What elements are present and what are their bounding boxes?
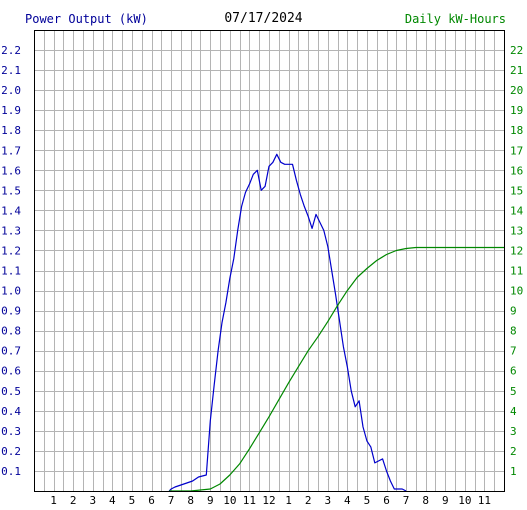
x-tick-label: 6 xyxy=(383,494,390,507)
x-tick-label: 3 xyxy=(324,494,331,507)
grid-lines xyxy=(34,30,504,491)
y-right-tick-label: 19 xyxy=(510,104,523,117)
y-left-tick-label: 0.5 xyxy=(1,385,21,398)
y-right-tick-label: 8 xyxy=(510,325,517,338)
y-right-tick-label: 5 xyxy=(510,385,517,398)
y-right-tick-label: 6 xyxy=(510,365,517,378)
y-left-tick-label: 2.2 xyxy=(1,44,21,57)
y-left-tick-label: 2.0 xyxy=(1,84,21,97)
x-tick-label: 7 xyxy=(403,494,410,507)
right-axis-title: Daily kW-Hours xyxy=(404,12,506,26)
y-right-tick-label: 13 xyxy=(510,224,523,237)
x-tick-label: 11 xyxy=(243,494,256,507)
x-tick-label: 1 xyxy=(50,494,57,507)
x-tick-label: 8 xyxy=(187,494,194,507)
y-right-tick-label: 20 xyxy=(510,84,523,97)
y-left-tick-label: 1.7 xyxy=(1,144,21,157)
y-left-tick-label: 0.6 xyxy=(1,365,21,378)
x-tick-label: 11 xyxy=(478,494,491,507)
plot-frame xyxy=(34,30,505,492)
y-right-tick-label: 10 xyxy=(510,285,523,298)
left-axis-title: Power Output (kW) xyxy=(25,12,148,26)
y-right-tick-label: 3 xyxy=(510,425,517,438)
y-right-tick-label: 1 xyxy=(510,465,517,478)
x-tick-label: 10 xyxy=(458,494,471,507)
y-left-tick-label: 0.2 xyxy=(1,445,21,458)
chart-date-title: 07/17/2024 xyxy=(224,11,303,26)
x-tick-label: 10 xyxy=(223,494,236,507)
x-tick-label: 2 xyxy=(70,494,77,507)
y-right-tick-label: 17 xyxy=(510,144,523,157)
y-left-tick-label: 1.4 xyxy=(1,204,21,217)
y-left-tick-label: 2.1 xyxy=(1,64,21,77)
x-tick-label: 6 xyxy=(148,494,155,507)
y-left-tick-label: 0.8 xyxy=(1,325,21,338)
x-tick-label: 5 xyxy=(129,494,136,507)
y-right-tick-label: 9 xyxy=(510,305,517,318)
daily-kwh-line xyxy=(169,246,504,492)
y-right-tick-label: 21 xyxy=(510,64,523,77)
y-left-tick-label: 0.7 xyxy=(1,345,21,358)
x-tick-label: 4 xyxy=(109,494,116,507)
y-left-tick-label: 1.2 xyxy=(1,244,21,257)
y-right-tick-label: 2 xyxy=(510,445,517,458)
y-left-tick-label: 1.3 xyxy=(1,224,21,237)
x-tick-label: 9 xyxy=(442,494,449,507)
y-left-tick-label: 1.6 xyxy=(1,164,21,177)
x-tick-label: 2 xyxy=(305,494,312,507)
y-right-tick-label: 4 xyxy=(510,405,517,418)
y-left-tick-label: 0.9 xyxy=(1,305,21,318)
y-right-tick-label: 22 xyxy=(510,44,523,57)
x-tick-label: 7 xyxy=(168,494,175,507)
y-left-tick-label: 1.5 xyxy=(1,184,21,197)
y-right-tick-label: 16 xyxy=(510,164,523,177)
y-left-tick-label: 1.9 xyxy=(1,104,21,117)
y-right-tick-label: 7 xyxy=(510,345,517,358)
x-tick-label: 3 xyxy=(89,494,96,507)
y-left-tick-label: 0.1 xyxy=(1,465,21,478)
y-right-tick-label: 15 xyxy=(510,184,523,197)
x-tick-label: 5 xyxy=(364,494,371,507)
series-lines xyxy=(168,153,504,492)
x-tick-label: 8 xyxy=(422,494,429,507)
y-left-tick-label: 0.4 xyxy=(1,405,21,418)
x-tick-label: 1 xyxy=(285,494,292,507)
x-tick-label: 4 xyxy=(344,494,351,507)
y-left-tick-label: 0.3 xyxy=(1,425,21,438)
y-right-tick-label: 14 xyxy=(510,204,524,217)
tick-labels: 0.1 0.2 0.3 0.4 0.5 0.6 0.7 0.8 0.9 1.0 1.1 1.2 1.3 1… xyxy=(1,44,523,507)
y-left-tick-label: 1.0 xyxy=(1,285,21,298)
y-right-tick-label: 11 xyxy=(510,265,523,278)
y-left-tick-label: 1.1 xyxy=(1,265,21,278)
power-output-line xyxy=(168,153,407,492)
x-tick-label: 12 xyxy=(262,494,275,507)
y-right-tick-label: 18 xyxy=(510,124,523,137)
x-tick-label: 9 xyxy=(207,494,214,507)
y-left-tick-label: 1.8 xyxy=(1,124,21,137)
y-right-tick-label: 12 xyxy=(510,244,523,257)
